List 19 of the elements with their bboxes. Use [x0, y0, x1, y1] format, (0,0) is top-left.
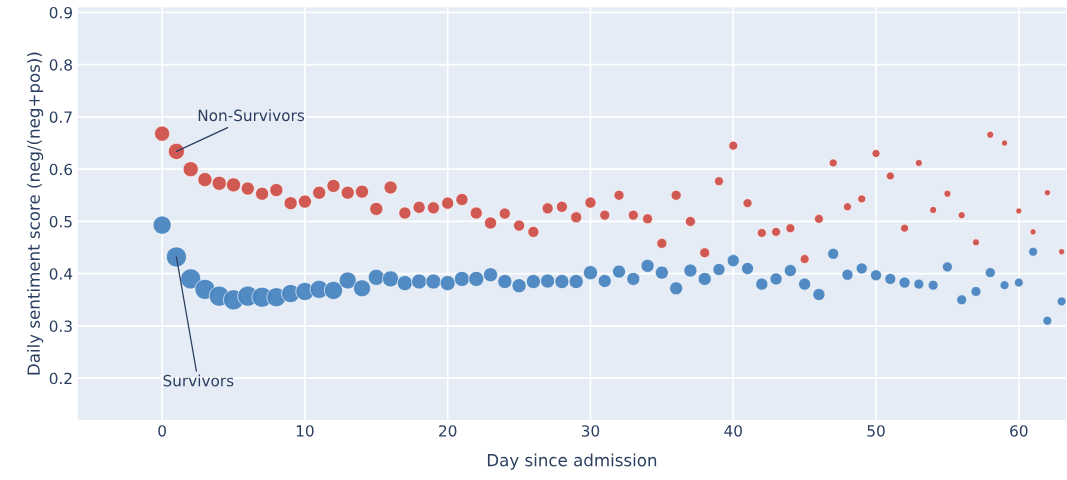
- y-tick-label: 0.6: [49, 163, 73, 176]
- x-tick-label: 60: [1010, 425, 1028, 437]
- y-tick-label: 0.9: [49, 6, 72, 19]
- y-tick-label: 0.3: [49, 320, 72, 332]
- y-axis-title: Daily sentiment score (neg/(neg+pos)): [27, 52, 44, 375]
- y-tick-label: 0.5: [49, 215, 72, 228]
- y-tick-label: 0.2: [49, 372, 72, 385]
- annotation: Survivors: [163, 374, 234, 387]
- x-tick-label: 30: [581, 425, 600, 437]
- y-tick-label: 0.7: [49, 111, 72, 123]
- x-tick-label: 50: [867, 425, 885, 437]
- annotation: Non-Survivors: [198, 109, 305, 122]
- x-tick-label: 0: [158, 425, 166, 437]
- y-tick-label: 0.8: [49, 59, 72, 71]
- x-axis-title: Day since admission: [487, 453, 657, 470]
- x-tick-label: 20: [439, 425, 457, 437]
- x-tick-label: 40: [724, 425, 742, 437]
- y-tick-label: 0.4: [49, 268, 73, 280]
- x-tick-label: 10: [296, 425, 314, 437]
